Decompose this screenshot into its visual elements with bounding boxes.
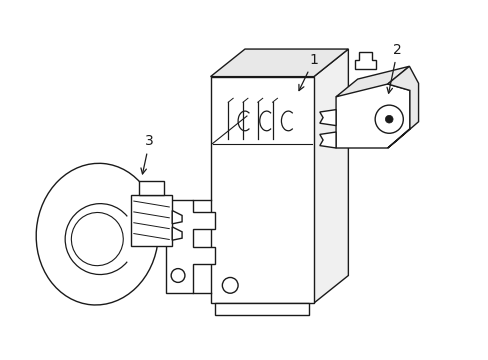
Text: 1: 1	[298, 53, 318, 91]
Polygon shape	[139, 181, 163, 195]
Circle shape	[171, 269, 184, 282]
Polygon shape	[319, 109, 335, 126]
Ellipse shape	[36, 163, 158, 305]
Polygon shape	[387, 66, 418, 148]
Polygon shape	[210, 77, 313, 303]
Polygon shape	[215, 303, 308, 315]
Polygon shape	[354, 51, 376, 69]
Text: 2: 2	[386, 43, 401, 93]
Circle shape	[385, 115, 392, 123]
Polygon shape	[172, 211, 182, 224]
Polygon shape	[131, 195, 172, 246]
Polygon shape	[166, 200, 215, 293]
Circle shape	[222, 278, 238, 293]
Text: 3: 3	[141, 135, 154, 174]
Polygon shape	[319, 132, 335, 148]
Polygon shape	[335, 66, 408, 97]
Polygon shape	[313, 49, 347, 303]
Polygon shape	[335, 84, 409, 148]
Polygon shape	[210, 49, 347, 77]
Polygon shape	[172, 227, 182, 240]
